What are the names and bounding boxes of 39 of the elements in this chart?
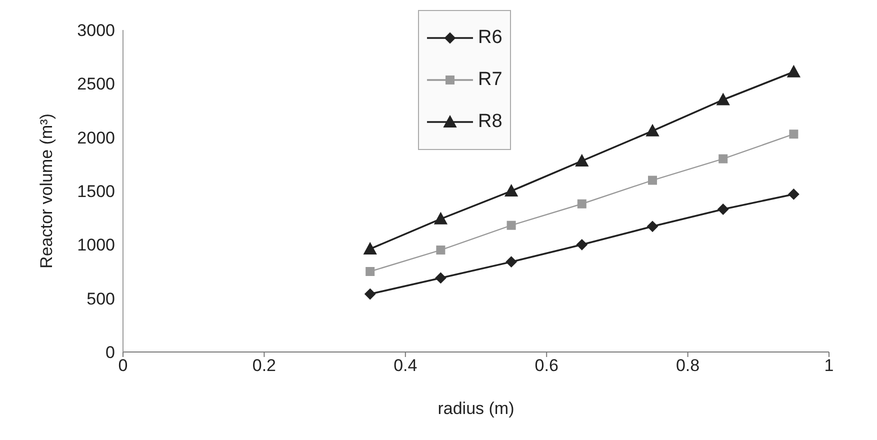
legend-label: R6 — [478, 27, 502, 49]
point — [787, 65, 800, 78]
point — [364, 242, 377, 254]
y-axis-title: Reactor volume (m³) — [37, 114, 56, 268]
x-tick-label: 0.6 — [534, 356, 558, 376]
point — [575, 154, 588, 166]
point — [506, 256, 517, 268]
point — [718, 154, 728, 164]
point — [648, 176, 657, 185]
point — [436, 246, 446, 255]
point — [788, 188, 800, 200]
point — [646, 124, 659, 136]
y-tick-label: 3000 — [77, 21, 115, 40]
point — [716, 93, 730, 106]
y-tick-label: 500 — [86, 289, 115, 308]
point — [718, 204, 729, 215]
legend-label: R8 — [478, 111, 502, 133]
point — [789, 130, 798, 139]
y-tick-label: 1500 — [77, 182, 115, 202]
x-axis-title: radius (m) — [438, 399, 514, 418]
x-tick-label: 1 — [824, 356, 834, 376]
point — [435, 272, 446, 284]
y-tick-label: 2500 — [77, 74, 115, 94]
point — [506, 220, 516, 230]
y-tick-label: 1000 — [77, 236, 115, 255]
y-tick-label: 0 — [106, 343, 115, 362]
x-tick-label: 0.2 — [252, 356, 276, 376]
legend-label: R7 — [478, 69, 502, 91]
x-tick-label: 0.4 — [394, 356, 418, 376]
point — [364, 288, 376, 300]
point — [504, 184, 518, 196]
point — [434, 212, 448, 224]
point — [577, 199, 586, 208]
point — [366, 267, 375, 276]
x-tick-label: 0.8 — [676, 356, 700, 376]
point — [647, 220, 658, 232]
point — [576, 239, 588, 250]
y-tick-label: 2000 — [77, 128, 115, 148]
x-tick-label: 0 — [118, 356, 128, 376]
